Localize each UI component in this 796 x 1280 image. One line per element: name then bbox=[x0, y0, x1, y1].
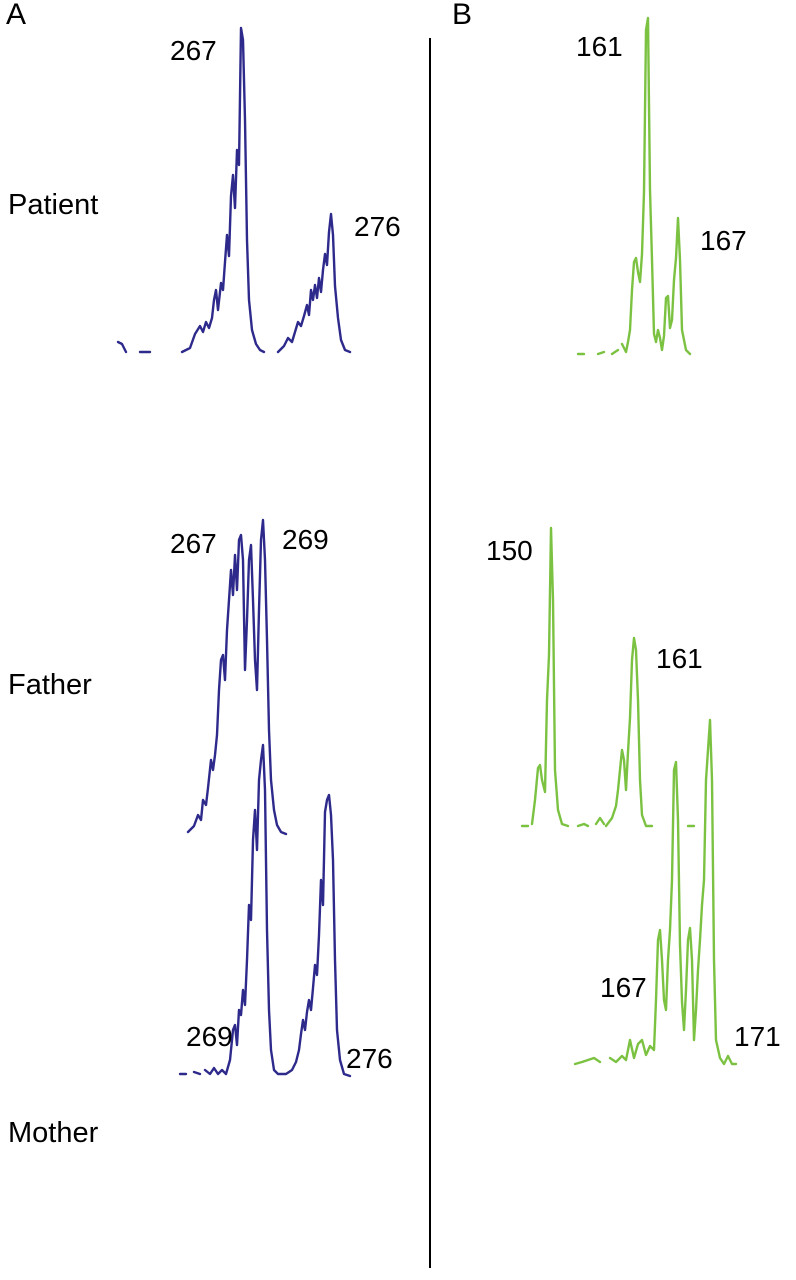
peak-label-b-father-2: 161 bbox=[656, 643, 703, 674]
row-label-father: Father bbox=[8, 669, 92, 701]
peak-label-a-father-2: 269 bbox=[282, 524, 329, 555]
peak-label-a-mother-1: 269 bbox=[186, 1021, 233, 1052]
peak-label-a-father-1: 267 bbox=[170, 528, 217, 559]
trace-b-mother bbox=[573, 718, 738, 1066]
peak-label-a-patient-1: 267 bbox=[170, 35, 217, 66]
trace-b-patient bbox=[576, 16, 692, 356]
peak-label-a-mother-2: 276 bbox=[346, 1043, 393, 1074]
row-label-mother: Mother bbox=[8, 1117, 99, 1149]
peak-label-a-patient-2: 276 bbox=[354, 211, 401, 242]
panel-letter-b: B bbox=[452, 0, 472, 31]
peak-label-b-patient-1: 161 bbox=[576, 31, 623, 62]
peak-label-b-mother-1: 167 bbox=[600, 972, 647, 1003]
panel-letter-a: A bbox=[6, 0, 26, 31]
trace-a-mother bbox=[178, 743, 352, 1078]
peak-label-b-patient-2: 167 bbox=[700, 225, 747, 256]
trace-b-father bbox=[520, 526, 696, 828]
trace-a-father bbox=[186, 518, 288, 836]
row-label-patient: Patient bbox=[8, 189, 98, 221]
trace-a-patient bbox=[116, 26, 352, 354]
peak-label-b-mother-2: 171 bbox=[734, 1021, 781, 1052]
peak-label-b-father-1: 150 bbox=[486, 535, 533, 566]
